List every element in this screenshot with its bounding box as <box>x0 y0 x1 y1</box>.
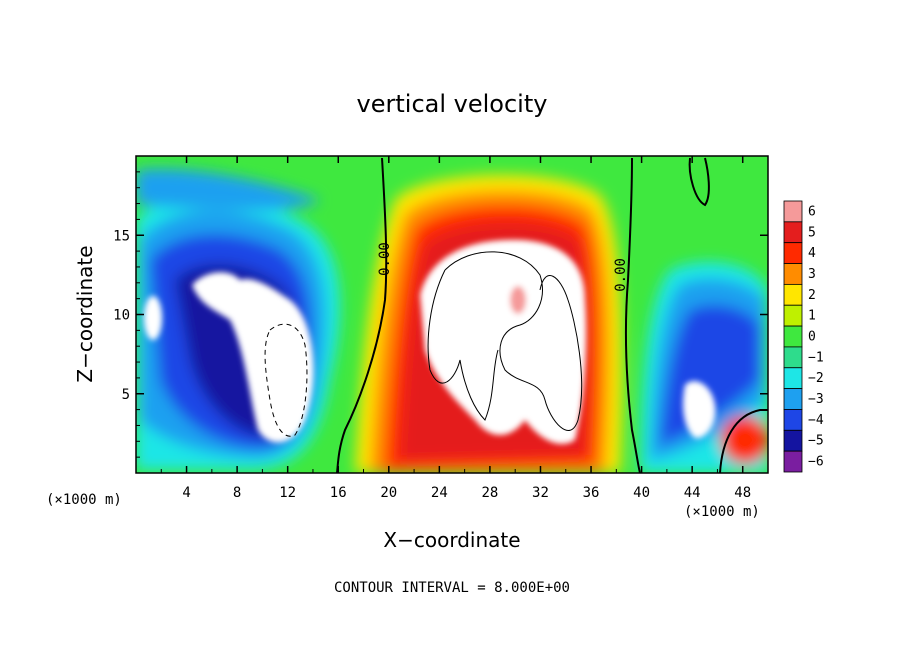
colorbar-label: 2 <box>808 288 816 303</box>
contour-top-right-loop <box>688 157 710 207</box>
x-unit-label-left: (×1000 m) <box>46 492 122 508</box>
heatmap-field <box>136 156 768 473</box>
colorbar-label: −1 <box>808 350 824 365</box>
x-tick-label: 28 <box>481 485 498 501</box>
contour-label: 0.00 <box>613 258 629 292</box>
colorbar-label: 0 <box>808 330 816 345</box>
region-updraft-saturated-core <box>420 239 587 444</box>
x-tick-label: 44 <box>684 485 701 501</box>
colorbar-swatch <box>783 304 803 327</box>
colorbar-label: −4 <box>808 413 824 428</box>
colorbar-label: 1 <box>808 309 816 324</box>
y-tick-label: 10 <box>113 308 130 324</box>
colorbar-swatch <box>783 429 803 452</box>
y-axis-label: Z−coordinate <box>73 245 97 382</box>
x-tick-label: 24 <box>431 485 448 501</box>
colorbar-label: 4 <box>808 246 816 261</box>
colorbar-label: −3 <box>808 392 824 407</box>
colorbar-label: 5 <box>808 225 816 240</box>
region-right-saturated-core <box>683 381 716 439</box>
x-tick-label: 48 <box>734 485 751 501</box>
x-tick-label: 20 <box>380 485 397 501</box>
colorbar-label: 3 <box>808 267 816 282</box>
region-top-left-streak <box>136 168 320 210</box>
x-tick-label: 40 <box>633 485 650 501</box>
contour-bottom-right-loop <box>719 409 768 473</box>
colorbar-swatch <box>783 346 803 369</box>
colorbar-swatch <box>783 200 803 223</box>
colorbar-swatch <box>783 388 803 410</box>
region-warm-blob-right <box>721 416 768 464</box>
y-tick-label: 5 <box>122 387 130 403</box>
contour-updraft-inner-left <box>427 269 499 421</box>
x-tick-label: 36 <box>583 485 600 501</box>
chart-title: vertical velocity <box>357 90 548 118</box>
contour-interval-text: CONTOUR INTERVAL = 8.000E+00 <box>334 580 570 596</box>
region-left-saturated-core <box>192 272 314 443</box>
contour-negative-dashed <box>264 323 308 437</box>
colorbar-label: −6 <box>808 455 824 470</box>
x-tick-label: 12 <box>279 485 296 501</box>
y-axis: 5 10 15 <box>113 171 768 458</box>
colorbar-swatch <box>783 283 803 306</box>
x-unit-label-right: (×1000 m) <box>684 504 760 520</box>
zero-contour-left <box>336 157 388 473</box>
colorbar-label: 6 <box>808 204 816 219</box>
colorbar: 6 5 4 3 2 1 0 −1 −2 −3 −4 −5 −6 <box>783 200 824 473</box>
colorbar-swatch <box>783 242 803 264</box>
contour-labels: 0.00 0.00 <box>377 242 629 292</box>
x-tick-label: 8 <box>233 485 241 501</box>
region-updraft-pink-spot <box>510 286 526 314</box>
colorbar-swatch <box>783 450 803 473</box>
x-tick-label: 32 <box>532 485 549 501</box>
colorbar-label: −2 <box>808 371 824 386</box>
colorbar-swatch <box>783 367 803 390</box>
contour-updraft-inner <box>444 251 583 431</box>
y-tick-label: 15 <box>113 228 130 244</box>
x-tick-label: 4 <box>182 485 190 501</box>
contour-label: 0.00 <box>377 242 393 276</box>
colorbar-swatch <box>783 221 803 244</box>
colorbar-label: −5 <box>808 434 824 449</box>
region-far-left-saturated-core <box>144 296 162 340</box>
colorbar-swatch <box>783 263 803 285</box>
x-axis-label: X−coordinate <box>383 528 520 552</box>
x-axis: 4 8 12 16 20 24 28 32 36 40 44 48 <box>160 156 751 501</box>
x-tick-label: 16 <box>330 485 347 501</box>
colorbar-swatch <box>783 409 803 431</box>
zero-contour-right <box>624 157 641 473</box>
colorbar-swatch <box>783 325 803 348</box>
